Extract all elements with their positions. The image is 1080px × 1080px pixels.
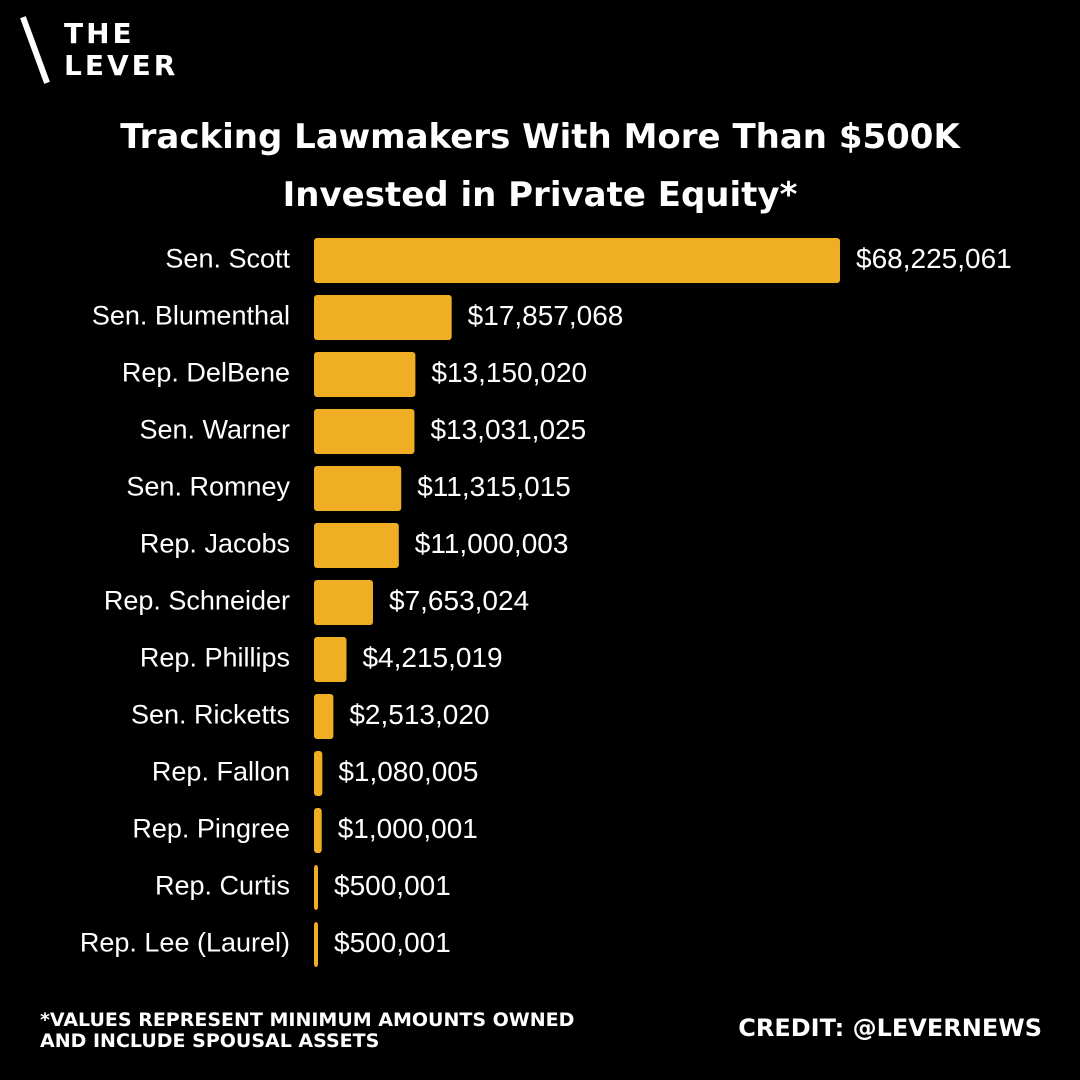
lever-slash-icon [20, 16, 50, 84]
category-label-1: Sen. Blumenthal [92, 301, 290, 331]
category-label-9: Rep. Fallon [152, 757, 290, 787]
value-label-7: $4,215,019 [362, 642, 502, 673]
category-label-7: Rep. Phillips [140, 643, 290, 673]
chart-title: Tracking Lawmakers With More Than $500K … [0, 108, 1080, 224]
logo-text-the: THE [64, 17, 135, 50]
footnote: *VALUES REPRESENT MINIMUM AMOUNTS OWNED … [40, 1010, 680, 1052]
bar-8 [314, 694, 334, 739]
value-label-0: $68,225,061 [856, 243, 1012, 274]
bar-11 [314, 865, 318, 910]
value-label-8: $2,513,020 [349, 699, 489, 730]
bar-1 [314, 295, 452, 340]
value-label-11: $500,001 [334, 870, 451, 901]
bar-9 [314, 751, 323, 796]
the-lever-logo: THE LEVER [18, 16, 198, 86]
category-label-12: Rep. Lee (Laurel) [80, 928, 290, 958]
bar-10 [314, 808, 322, 853]
bar-2 [314, 352, 416, 397]
value-label-6: $7,653,024 [389, 585, 529, 616]
chart-title-line-1: Tracking Lawmakers With More Than $500K [120, 117, 960, 157]
category-label-3: Sen. Warner [139, 415, 290, 445]
bar-0 [314, 238, 840, 283]
value-label-5: $11,000,003 [415, 528, 569, 559]
value-label-10: $1,000,001 [338, 813, 478, 844]
value-label-2: $13,150,020 [431, 357, 587, 388]
bar-5 [314, 523, 399, 568]
value-label-12: $500,001 [334, 927, 451, 958]
bar-4 [314, 466, 402, 511]
bar-7 [314, 637, 347, 682]
chart-title-line-2: Invested in Private Equity* [282, 175, 798, 215]
bar-3 [314, 409, 415, 454]
category-label-6: Rep. Schneider [104, 586, 290, 616]
footnote-line-2: AND INCLUDE SPOUSAL ASSETS [40, 1030, 380, 1052]
value-label-1: $17,857,068 [468, 300, 624, 331]
category-label-0: Sen. Scott [165, 244, 290, 274]
category-label-4: Sen. Romney [126, 472, 290, 502]
value-label-4: $11,315,015 [417, 471, 571, 502]
bar-6 [314, 580, 374, 625]
category-label-8: Sen. Ricketts [131, 700, 290, 730]
category-label-5: Rep. Jacobs [140, 529, 290, 559]
value-label-3: $13,031,025 [430, 414, 586, 445]
category-label-10: Rep. Pingree [132, 814, 290, 844]
footnote-line-1: *VALUES REPRESENT MINIMUM AMOUNTS OWNED [40, 1009, 575, 1031]
category-label-2: Rep. DelBene [122, 358, 290, 388]
bar-12 [314, 922, 318, 967]
value-label-9: $1,080,005 [338, 756, 478, 787]
category-label-11: Rep. Curtis [155, 871, 290, 901]
credit-text: CREDIT: @LEVERNEWS [738, 1014, 1042, 1042]
logo-text-lever: LEVER [64, 49, 179, 82]
bar-chart: Sen. Scott $68,225,061 Sen. Blumenthal $17,… [80, 238, 1012, 967]
